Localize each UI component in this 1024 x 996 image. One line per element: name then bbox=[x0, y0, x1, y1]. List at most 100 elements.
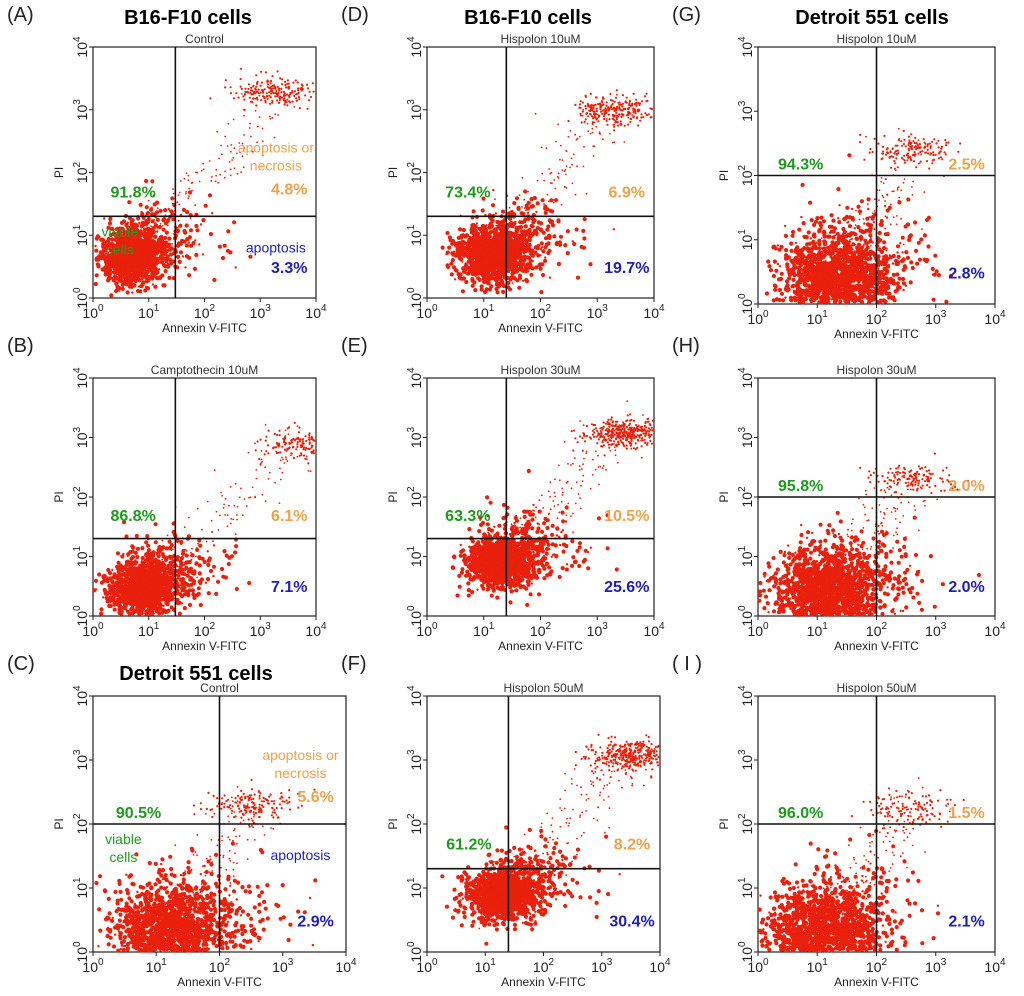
scatter-point bbox=[119, 604, 123, 607]
scatter-point bbox=[229, 884, 232, 887]
scatter-point bbox=[160, 603, 163, 606]
scatter-point bbox=[135, 243, 139, 246]
scatter-point bbox=[232, 934, 237, 939]
scatter-point bbox=[233, 943, 238, 948]
scatter-point bbox=[183, 906, 189, 912]
scatter-point bbox=[162, 217, 167, 222]
scatter-point bbox=[161, 545, 166, 550]
scatter-point bbox=[287, 86, 290, 89]
scatter-point bbox=[152, 605, 154, 608]
scatter-point bbox=[115, 564, 120, 569]
scatter-point bbox=[106, 576, 109, 579]
scatter-point bbox=[211, 564, 217, 569]
scatter-point bbox=[207, 947, 211, 950]
scatter-point bbox=[235, 92, 238, 95]
scatter-point bbox=[238, 496, 241, 499]
scatter-point bbox=[134, 943, 139, 948]
scatter-point bbox=[229, 168, 232, 171]
scatter-point bbox=[108, 260, 112, 264]
scatter-point bbox=[188, 228, 194, 233]
scatter-point bbox=[221, 916, 226, 921]
scatter-point bbox=[267, 452, 270, 455]
scatter-point bbox=[131, 584, 134, 587]
scatter-point bbox=[191, 241, 196, 246]
scatter-point bbox=[220, 153, 223, 156]
scatter-point bbox=[154, 582, 158, 585]
scatter-point bbox=[180, 542, 183, 546]
scatter-point bbox=[232, 156, 235, 159]
scatter-point bbox=[148, 263, 151, 267]
scatter-point bbox=[296, 455, 299, 458]
scatter-point bbox=[155, 263, 158, 266]
scatter-point bbox=[186, 940, 190, 944]
plot-title: Camptothecin 10uM bbox=[151, 363, 258, 377]
scatter-point bbox=[232, 518, 235, 521]
scatter-point bbox=[194, 223, 199, 229]
scatter-point bbox=[177, 611, 182, 616]
scatter-point bbox=[148, 948, 153, 953]
scatter-point bbox=[291, 452, 293, 455]
scatter-point bbox=[119, 588, 124, 593]
scatter-point bbox=[249, 916, 254, 921]
scatter-point bbox=[118, 289, 121, 292]
scatter-point bbox=[185, 172, 188, 175]
scatter-point bbox=[163, 208, 168, 213]
scatter-point bbox=[121, 267, 124, 270]
scatter-point bbox=[166, 588, 169, 591]
scatter-point bbox=[187, 255, 192, 260]
scatter-point bbox=[262, 899, 267, 905]
scatter-point bbox=[102, 579, 105, 582]
scatter-point bbox=[103, 217, 106, 220]
scatter-point bbox=[134, 559, 137, 562]
scatter-point bbox=[195, 931, 198, 934]
scatter-point bbox=[144, 178, 149, 184]
scatter-point bbox=[151, 602, 154, 605]
scatter-point bbox=[125, 575, 129, 578]
scatter-point bbox=[281, 471, 284, 474]
scatter-point bbox=[142, 269, 145, 273]
scatter-point bbox=[116, 594, 119, 598]
scatter-point bbox=[233, 167, 236, 170]
scatter-point bbox=[268, 115, 271, 118]
scatter-point bbox=[199, 918, 204, 923]
scatter-point bbox=[169, 257, 172, 260]
scatter-point bbox=[202, 168, 205, 171]
scatter-point bbox=[146, 575, 150, 579]
scatter-point bbox=[188, 243, 194, 248]
panel-c: (C)Control100100101101102102103103104104… bbox=[7, 653, 357, 989]
scatter-point bbox=[136, 587, 139, 590]
scatter-point bbox=[185, 210, 190, 215]
scatter-point bbox=[153, 540, 158, 545]
scatter-point bbox=[199, 872, 202, 876]
scatter-point bbox=[198, 602, 203, 608]
scatter-point bbox=[252, 905, 257, 910]
scatter-point bbox=[268, 94, 271, 97]
scatter-point bbox=[108, 216, 113, 221]
scatter-point bbox=[119, 907, 124, 913]
scatter-point bbox=[267, 429, 270, 432]
scatter-point bbox=[142, 946, 146, 949]
scatter-point bbox=[286, 79, 289, 82]
scatter-point bbox=[162, 901, 165, 904]
scatter-point bbox=[156, 591, 159, 594]
scatter-point bbox=[126, 264, 129, 267]
scatter-point bbox=[196, 586, 201, 591]
scatter-point bbox=[131, 882, 136, 887]
scatter-point bbox=[240, 885, 245, 890]
scatter-point bbox=[247, 87, 250, 91]
scatter-point bbox=[170, 196, 175, 201]
scatter-point bbox=[173, 897, 176, 900]
scatter-point bbox=[178, 226, 180, 228]
scatter-point bbox=[226, 229, 231, 234]
scatter-point bbox=[107, 597, 112, 602]
scatter-point bbox=[301, 444, 304, 447]
scatter-point bbox=[293, 106, 296, 108]
scatter-point bbox=[117, 271, 122, 276]
scatter-point bbox=[279, 77, 282, 80]
scatter-point bbox=[265, 883, 270, 888]
scatter-point bbox=[266, 444, 270, 447]
scatter-point bbox=[292, 81, 295, 84]
scatter-point bbox=[169, 872, 174, 877]
scatter-point bbox=[150, 244, 153, 247]
scatter-point bbox=[162, 604, 165, 607]
